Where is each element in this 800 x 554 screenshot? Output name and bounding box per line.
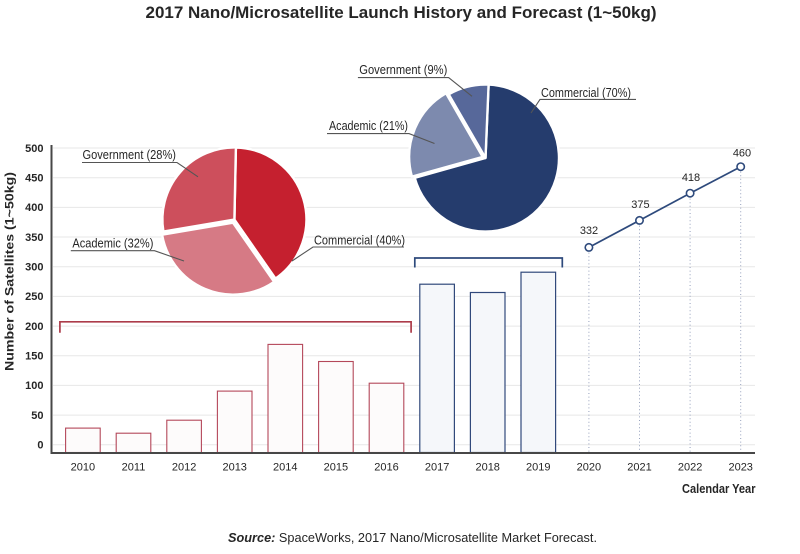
svg-text:460: 460	[733, 148, 751, 160]
svg-text:375: 375	[631, 199, 649, 211]
svg-text:2015: 2015	[324, 462, 348, 474]
svg-text:418: 418	[682, 172, 700, 184]
svg-text:2023: 2023	[728, 462, 752, 474]
svg-text:Calendar Year: Calendar Year	[682, 482, 756, 496]
svg-text:Number of Satellites (1~50kg): Number of Satellites (1~50kg)	[5, 172, 17, 371]
svg-text:Government (28%): Government (28%)	[83, 148, 177, 162]
svg-text:150: 150	[25, 351, 43, 363]
svg-text:400: 400	[25, 202, 43, 214]
svg-text:Government (9%): Government (9%)	[359, 63, 447, 77]
svg-text:Academic (32%): Academic (32%)	[72, 236, 153, 250]
svg-text:Commercial (70%): Commercial (70%)	[541, 86, 631, 100]
svg-text:200: 200	[25, 321, 43, 333]
svg-text:50: 50	[31, 410, 43, 422]
svg-text:2022: 2022	[678, 462, 702, 474]
svg-text:250: 250	[25, 291, 43, 303]
svg-text:2018: 2018	[475, 462, 499, 474]
svg-text:2010: 2010	[71, 462, 95, 474]
svg-text:350: 350	[25, 232, 43, 244]
svg-text:2011: 2011	[122, 462, 146, 474]
svg-text:2020: 2020	[577, 462, 601, 474]
svg-text:2017: 2017	[425, 462, 449, 474]
svg-text:332: 332	[580, 225, 598, 237]
svg-text:2017 Nano/Microsatellite Launc: 2017 Nano/Microsatellite Launch History …	[146, 4, 657, 22]
svg-text:2016: 2016	[374, 462, 398, 474]
svg-text:300: 300	[25, 262, 43, 274]
svg-text:0: 0	[37, 440, 43, 452]
svg-text:2019: 2019	[526, 462, 550, 474]
svg-text:Commercial (40%): Commercial (40%)	[314, 234, 405, 248]
svg-text:2012: 2012	[172, 462, 196, 474]
svg-text:2021: 2021	[627, 462, 651, 474]
svg-text:2014: 2014	[273, 462, 297, 474]
svg-text:Source: SpaceWorks, 2017 Nano/: Source: SpaceWorks, 2017 Nano/Microsatel…	[228, 531, 597, 545]
svg-text:Academic (21%): Academic (21%)	[329, 119, 408, 133]
svg-text:500: 500	[25, 143, 43, 155]
svg-text:100: 100	[25, 380, 43, 392]
svg-text:2013: 2013	[222, 462, 246, 474]
svg-text:450: 450	[25, 173, 43, 185]
